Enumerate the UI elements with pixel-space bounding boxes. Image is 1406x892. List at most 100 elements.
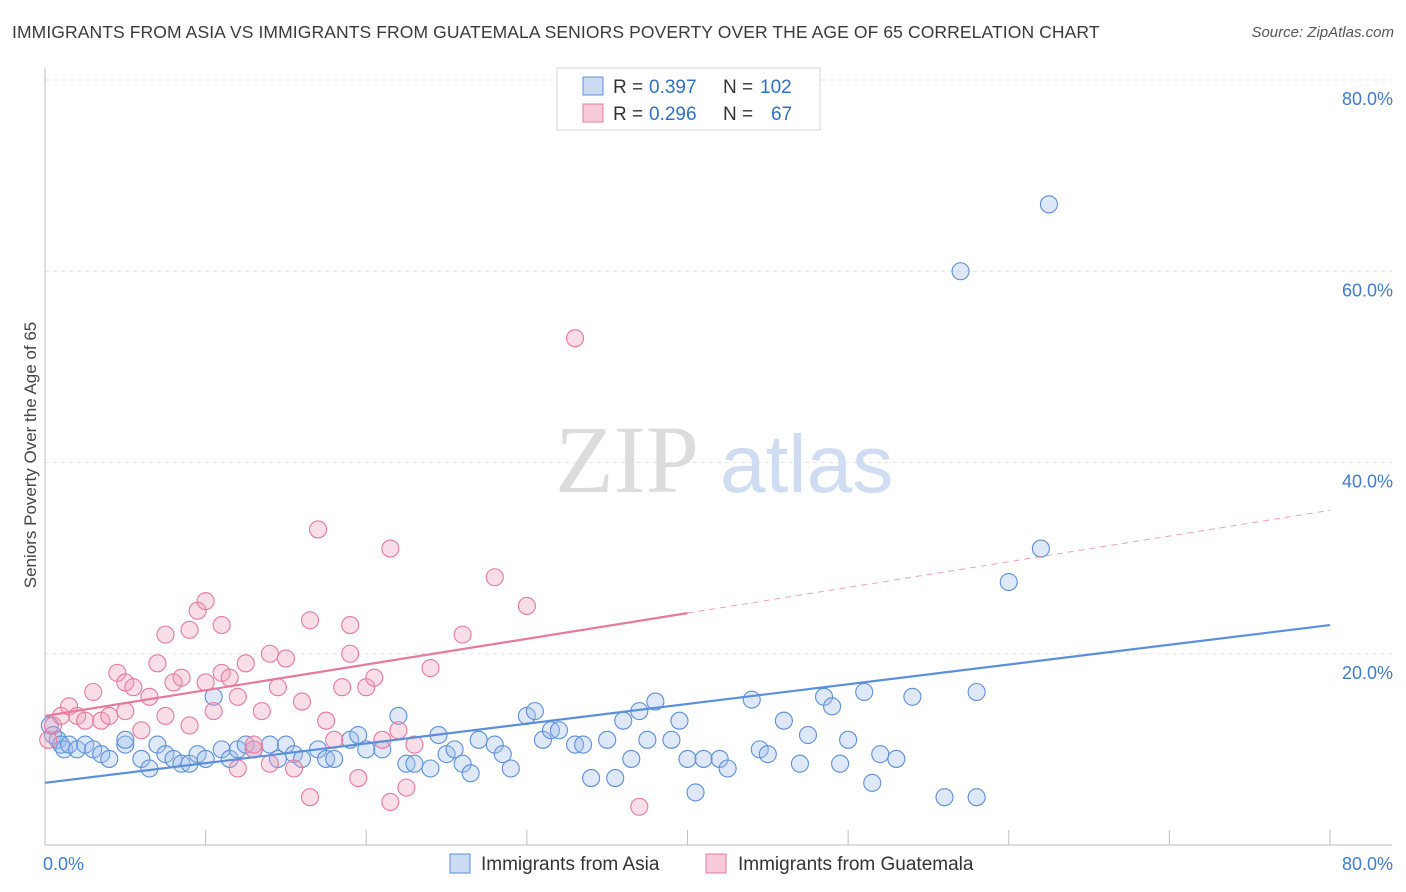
bottom-legend-swatch-asia xyxy=(449,853,471,874)
x-tick-label-0: 0.0% xyxy=(43,854,84,874)
guatemala-point-5 xyxy=(76,711,95,730)
guatemala-point-63 xyxy=(630,797,649,816)
asia-point-86 xyxy=(863,773,882,792)
asia-point-48 xyxy=(461,764,480,783)
asia-point-35 xyxy=(325,749,344,768)
x-tick-label-1: 80.0% xyxy=(1342,854,1393,874)
asia-point-80 xyxy=(798,725,818,745)
guatemala-point-20 xyxy=(180,620,199,639)
bottom-legend-swatch-guatemala xyxy=(705,853,727,874)
points-layer xyxy=(39,195,1058,816)
guatemala-point-62 xyxy=(566,329,585,348)
guatemala-point-47 xyxy=(341,616,360,635)
guatemala-point-39 xyxy=(284,759,304,778)
source-label: Source: ZipAtlas.com xyxy=(1251,24,1394,41)
asia-point-64 xyxy=(622,749,641,768)
axes xyxy=(44,68,1392,846)
asia-point-82 xyxy=(823,697,842,716)
legend-n-asia: 102 xyxy=(760,77,792,98)
asia-point-66 xyxy=(638,730,657,749)
asia-point-83 xyxy=(831,754,850,773)
asia-point-43 xyxy=(421,759,440,778)
guatemala-point-61 xyxy=(517,596,536,615)
y-tick-label-3: 80.0% xyxy=(1342,89,1393,109)
asia-point-42 xyxy=(405,754,424,773)
asia-point-67 xyxy=(646,692,665,711)
guatemala-point-59 xyxy=(453,625,472,644)
asia-point-75 xyxy=(742,690,761,709)
guatemala-point-55 xyxy=(389,721,408,740)
asia-point-91 xyxy=(967,788,986,807)
guatemala-point-10 xyxy=(116,702,135,721)
guatemala-point-56 xyxy=(397,778,416,797)
legend-bottom: Immigrants from Asia Immigrants from Gua… xyxy=(449,853,974,875)
trend-lines xyxy=(44,509,1331,784)
guatemala-point-54 xyxy=(381,792,400,812)
asia-point-11 xyxy=(116,735,135,754)
y-tick-label-2: 60.0% xyxy=(1342,280,1393,300)
legend-r-asia: 0.397 xyxy=(649,77,697,98)
guatemala-point-29 xyxy=(228,759,247,778)
asia-trend-line xyxy=(44,623,1331,784)
asia-point-59 xyxy=(574,735,593,754)
asia-point-60 xyxy=(582,769,601,788)
bottom-legend-label-guatemala: Immigrants from Guatemala xyxy=(738,854,974,875)
guatemala-point-17 xyxy=(156,706,175,725)
guatemala-point-13 xyxy=(132,721,151,740)
asia-point-78 xyxy=(774,711,793,730)
guatemala-point-37 xyxy=(268,678,287,697)
asia-point-2 xyxy=(48,730,67,749)
legend-swatch-guatemala xyxy=(582,103,604,123)
asia-point-79 xyxy=(790,754,809,773)
asia-point-70 xyxy=(678,749,697,768)
legend-r-label-guatemala: R = xyxy=(613,104,643,125)
asia-point-10 xyxy=(100,749,119,768)
asia-point-62 xyxy=(606,769,625,788)
asia-point-94 xyxy=(1031,539,1050,558)
watermark-atlas: atlas xyxy=(720,419,893,510)
guatemala-point-48 xyxy=(341,644,360,663)
y-tick-label-1: 40.0% xyxy=(1342,472,1393,492)
asia-point-90 xyxy=(935,788,954,807)
asia-point-68 xyxy=(662,730,681,749)
y-tick-label-0: 20.0% xyxy=(1342,663,1393,683)
legend-n-guatemala: 67 xyxy=(771,104,792,125)
legend-n-label-asia: N = xyxy=(723,77,753,98)
asia-point-69 xyxy=(670,711,689,730)
guatemala-trend-line xyxy=(44,612,688,717)
guatemala-point-44 xyxy=(317,711,336,730)
guatemala-point-49 xyxy=(349,769,368,788)
asia-point-85 xyxy=(855,682,874,702)
guatemala-point-58 xyxy=(421,659,440,678)
asia-point-63 xyxy=(614,711,633,730)
guatemala-point-60 xyxy=(485,568,504,587)
asia-point-61 xyxy=(598,730,617,749)
asia-point-38 xyxy=(357,740,376,759)
guatemala-point-30 xyxy=(228,687,247,706)
guatemala-point-41 xyxy=(300,611,320,630)
asia-point-12 xyxy=(116,730,135,749)
guatemala-point-14 xyxy=(140,687,159,706)
asia-point-49 xyxy=(469,730,488,749)
asia-point-88 xyxy=(887,749,906,768)
legend-n-label-guatemala: N = xyxy=(723,104,753,125)
asia-point-72 xyxy=(694,749,713,768)
asia-point-96 xyxy=(1039,195,1058,214)
guatemala-point-51 xyxy=(365,668,384,687)
guatemala-point-38 xyxy=(276,649,295,668)
guatemala-point-15 xyxy=(148,654,167,673)
tick-labels: 20.0% 40.0% 60.0% 80.0% 0.0% 80.0% xyxy=(43,89,1393,874)
asia-point-92 xyxy=(967,682,986,702)
guatemala-point-57 xyxy=(405,735,424,754)
asia-point-71 xyxy=(686,783,705,802)
legend-r-guatemala: 0.296 xyxy=(649,104,697,125)
asia-point-57 xyxy=(549,721,569,740)
guatemala-point-12 xyxy=(124,678,143,697)
guatemala-point-34 xyxy=(252,702,271,721)
guatemala-point-40 xyxy=(292,692,312,711)
asia-point-89 xyxy=(903,687,922,706)
asia-point-84 xyxy=(839,730,858,749)
asia-point-54 xyxy=(525,702,544,721)
guatemala-point-43 xyxy=(309,520,328,539)
